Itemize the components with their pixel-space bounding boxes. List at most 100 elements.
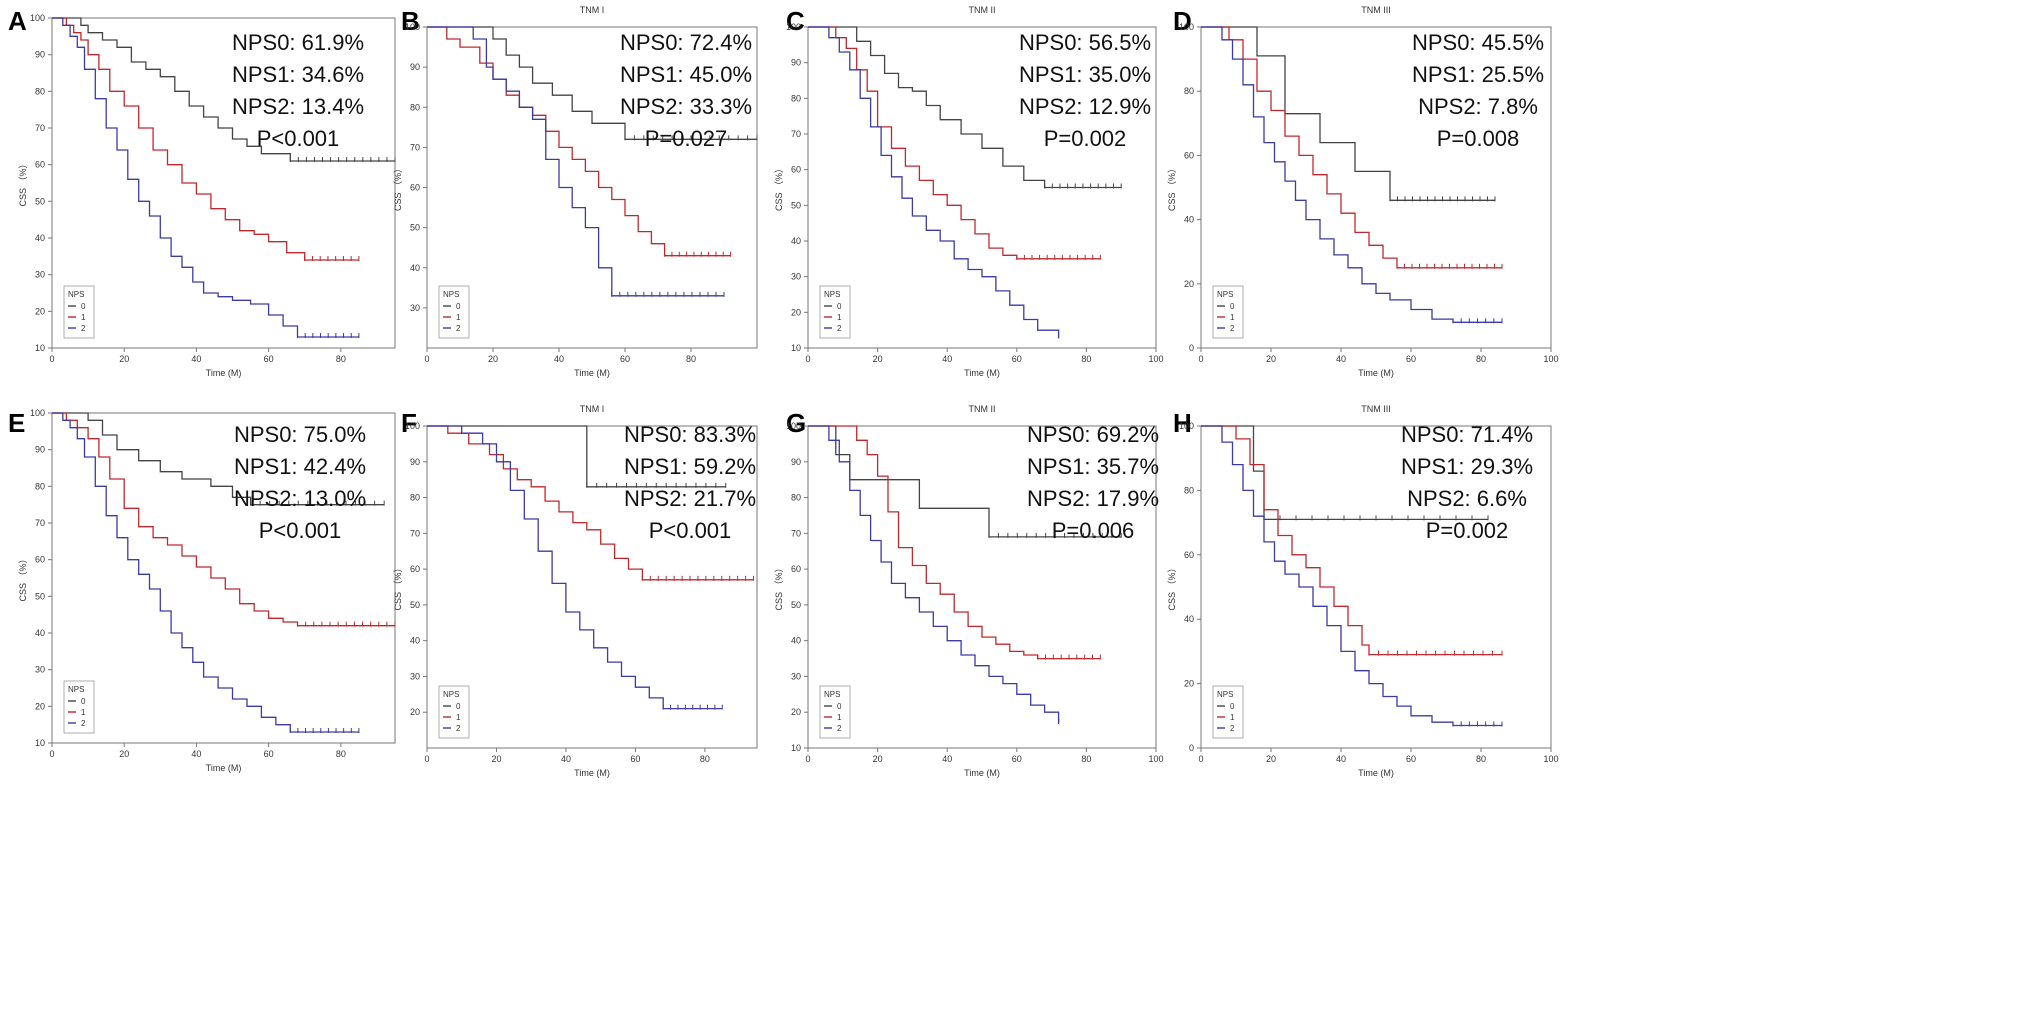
series-line-nps2 bbox=[1201, 425, 1502, 727]
y-tick-label: 80 bbox=[1184, 485, 1194, 495]
legend-label-nps0: 0 bbox=[1230, 302, 1235, 311]
series-line-nps1 bbox=[427, 26, 731, 257]
x-tick-label: 20 bbox=[119, 354, 129, 364]
plot-frame bbox=[51, 412, 396, 744]
y-tick-label: 50 bbox=[35, 196, 45, 206]
survival-rate-annotation: NPS0: 69.2% bbox=[1027, 422, 1159, 447]
x-tick-label: 20 bbox=[1266, 354, 1276, 364]
panel-letter: E bbox=[8, 408, 25, 438]
legend-title: NPS bbox=[68, 685, 84, 694]
x-tick-label: 80 bbox=[1081, 354, 1091, 364]
legend-label-nps0: 0 bbox=[81, 697, 86, 706]
survival-rate-annotation: NPS0: 72.4% bbox=[620, 30, 752, 55]
survival-rate-annotation: NPS1: 35.7% bbox=[1027, 454, 1159, 479]
series-line-nps0 bbox=[427, 26, 757, 140]
legend-label-nps2: 2 bbox=[1230, 724, 1235, 733]
plot-frame bbox=[426, 425, 758, 749]
x-tick-label: 0 bbox=[805, 354, 810, 364]
legend-label-nps1: 1 bbox=[456, 313, 461, 322]
survival-rate-annotation: NPS0: 61.9% bbox=[232, 30, 364, 55]
y-tick-label: 90 bbox=[791, 58, 801, 68]
p-value-annotation: P=0.006 bbox=[1052, 518, 1135, 543]
survival-rate-annotation: NPS0: 75.0% bbox=[234, 422, 366, 447]
y-tick-label: 80 bbox=[1184, 86, 1194, 96]
legend-label-nps2: 2 bbox=[837, 724, 842, 733]
legend-box bbox=[819, 285, 851, 339]
survival-rate-annotation: NPS2: 12.9% bbox=[1019, 94, 1151, 119]
x-axis-title: Time (M) bbox=[964, 768, 1000, 778]
series-line-nps0 bbox=[52, 17, 395, 162]
y-tick-label: 20 bbox=[35, 701, 45, 711]
y-tick-label: 50 bbox=[35, 591, 45, 601]
y-tick-label: 70 bbox=[35, 123, 45, 133]
y-tick-label: 60 bbox=[791, 165, 801, 175]
survival-rate-annotation: NPS0: 45.5% bbox=[1412, 30, 1544, 55]
x-tick-label: 80 bbox=[336, 749, 346, 759]
survival-rate-annotation: NPS2: 13.0% bbox=[234, 486, 366, 511]
y-tick-label: 100 bbox=[786, 22, 801, 32]
y-tick-label: 80 bbox=[410, 493, 420, 503]
panel-letter: D bbox=[1173, 6, 1192, 36]
y-axis-title: CSS （%） bbox=[1167, 563, 1177, 610]
x-tick-label: 60 bbox=[620, 354, 630, 364]
y-axis-title: CSS （%） bbox=[18, 554, 28, 601]
x-axis-title: Time (M) bbox=[574, 768, 610, 778]
plot-frame bbox=[1200, 425, 1552, 749]
x-tick-label: 80 bbox=[700, 754, 710, 764]
legend-label-nps2: 2 bbox=[81, 324, 86, 333]
panel-letter: H bbox=[1173, 408, 1192, 438]
subplot-title: TNM III bbox=[1361, 5, 1391, 15]
survival-rate-annotation: NPS2: 17.9% bbox=[1027, 486, 1159, 511]
y-tick-label: 20 bbox=[35, 306, 45, 316]
series-line-nps1 bbox=[808, 425, 1101, 660]
legend-title: NPS bbox=[824, 690, 840, 699]
x-tick-label: 80 bbox=[1476, 354, 1486, 364]
y-tick-label: 100 bbox=[30, 13, 45, 23]
p-value-annotation: P=0.027 bbox=[645, 126, 728, 151]
y-axis-title: CSS （%） bbox=[1167, 164, 1177, 211]
subplot-title: TNM II bbox=[969, 5, 996, 15]
x-tick-label: 100 bbox=[1148, 354, 1163, 364]
panel-letter: C bbox=[786, 6, 805, 36]
legend-label-nps2: 2 bbox=[456, 324, 461, 333]
y-tick-label: 100 bbox=[30, 408, 45, 418]
series-line-nps0 bbox=[427, 425, 726, 488]
x-tick-label: 0 bbox=[805, 754, 810, 764]
series-line-nps2 bbox=[427, 26, 724, 297]
survival-rate-annotation: NPS2: 21.7% bbox=[624, 486, 756, 511]
x-tick-label: 100 bbox=[1543, 754, 1558, 764]
legend-box bbox=[63, 285, 95, 339]
y-tick-label: 0 bbox=[1189, 343, 1194, 353]
panel-g: G TNM II0 20 40 60 80 100102030405060708090100… bbox=[774, 404, 1164, 778]
survival-rate-annotation: NPS1: 59.2% bbox=[624, 454, 756, 479]
series-line-nps2 bbox=[808, 26, 1060, 338]
y-tick-label: 100 bbox=[405, 22, 420, 32]
y-tick-label: 40 bbox=[410, 263, 420, 273]
y-tick-label: 80 bbox=[410, 102, 420, 112]
y-tick-label: 10 bbox=[791, 743, 801, 753]
x-tick-label: 20 bbox=[1266, 754, 1276, 764]
legend-label-nps0: 0 bbox=[456, 302, 461, 311]
x-axis-title: Time (M) bbox=[1358, 368, 1394, 378]
x-tick-label: 20 bbox=[119, 749, 129, 759]
legend-title: NPS bbox=[68, 290, 84, 299]
y-axis-title: CSS （%） bbox=[18, 159, 28, 206]
y-tick-label: 30 bbox=[35, 270, 45, 280]
y-tick-label: 100 bbox=[1179, 421, 1194, 431]
legend-box bbox=[438, 685, 470, 739]
legend-box bbox=[1212, 685, 1244, 739]
survival-rate-annotation: NPS0: 56.5% bbox=[1019, 30, 1151, 55]
legend-label-nps0: 0 bbox=[837, 702, 842, 711]
y-tick-label: 80 bbox=[791, 493, 801, 503]
survival-rate-annotation: NPS2: 7.8% bbox=[1418, 94, 1538, 119]
y-tick-label: 90 bbox=[35, 50, 45, 60]
legend-box bbox=[63, 680, 95, 734]
legend-label-nps1: 1 bbox=[837, 713, 842, 722]
x-tick-label: 20 bbox=[488, 354, 498, 364]
survival-rate-annotation: NPS1: 34.6% bbox=[232, 62, 364, 87]
panel-letter: F bbox=[401, 408, 417, 438]
y-axis-title: CSS （%） bbox=[774, 164, 784, 211]
y-tick-label: 30 bbox=[791, 671, 801, 681]
x-axis-title: Time (M) bbox=[964, 368, 1000, 378]
